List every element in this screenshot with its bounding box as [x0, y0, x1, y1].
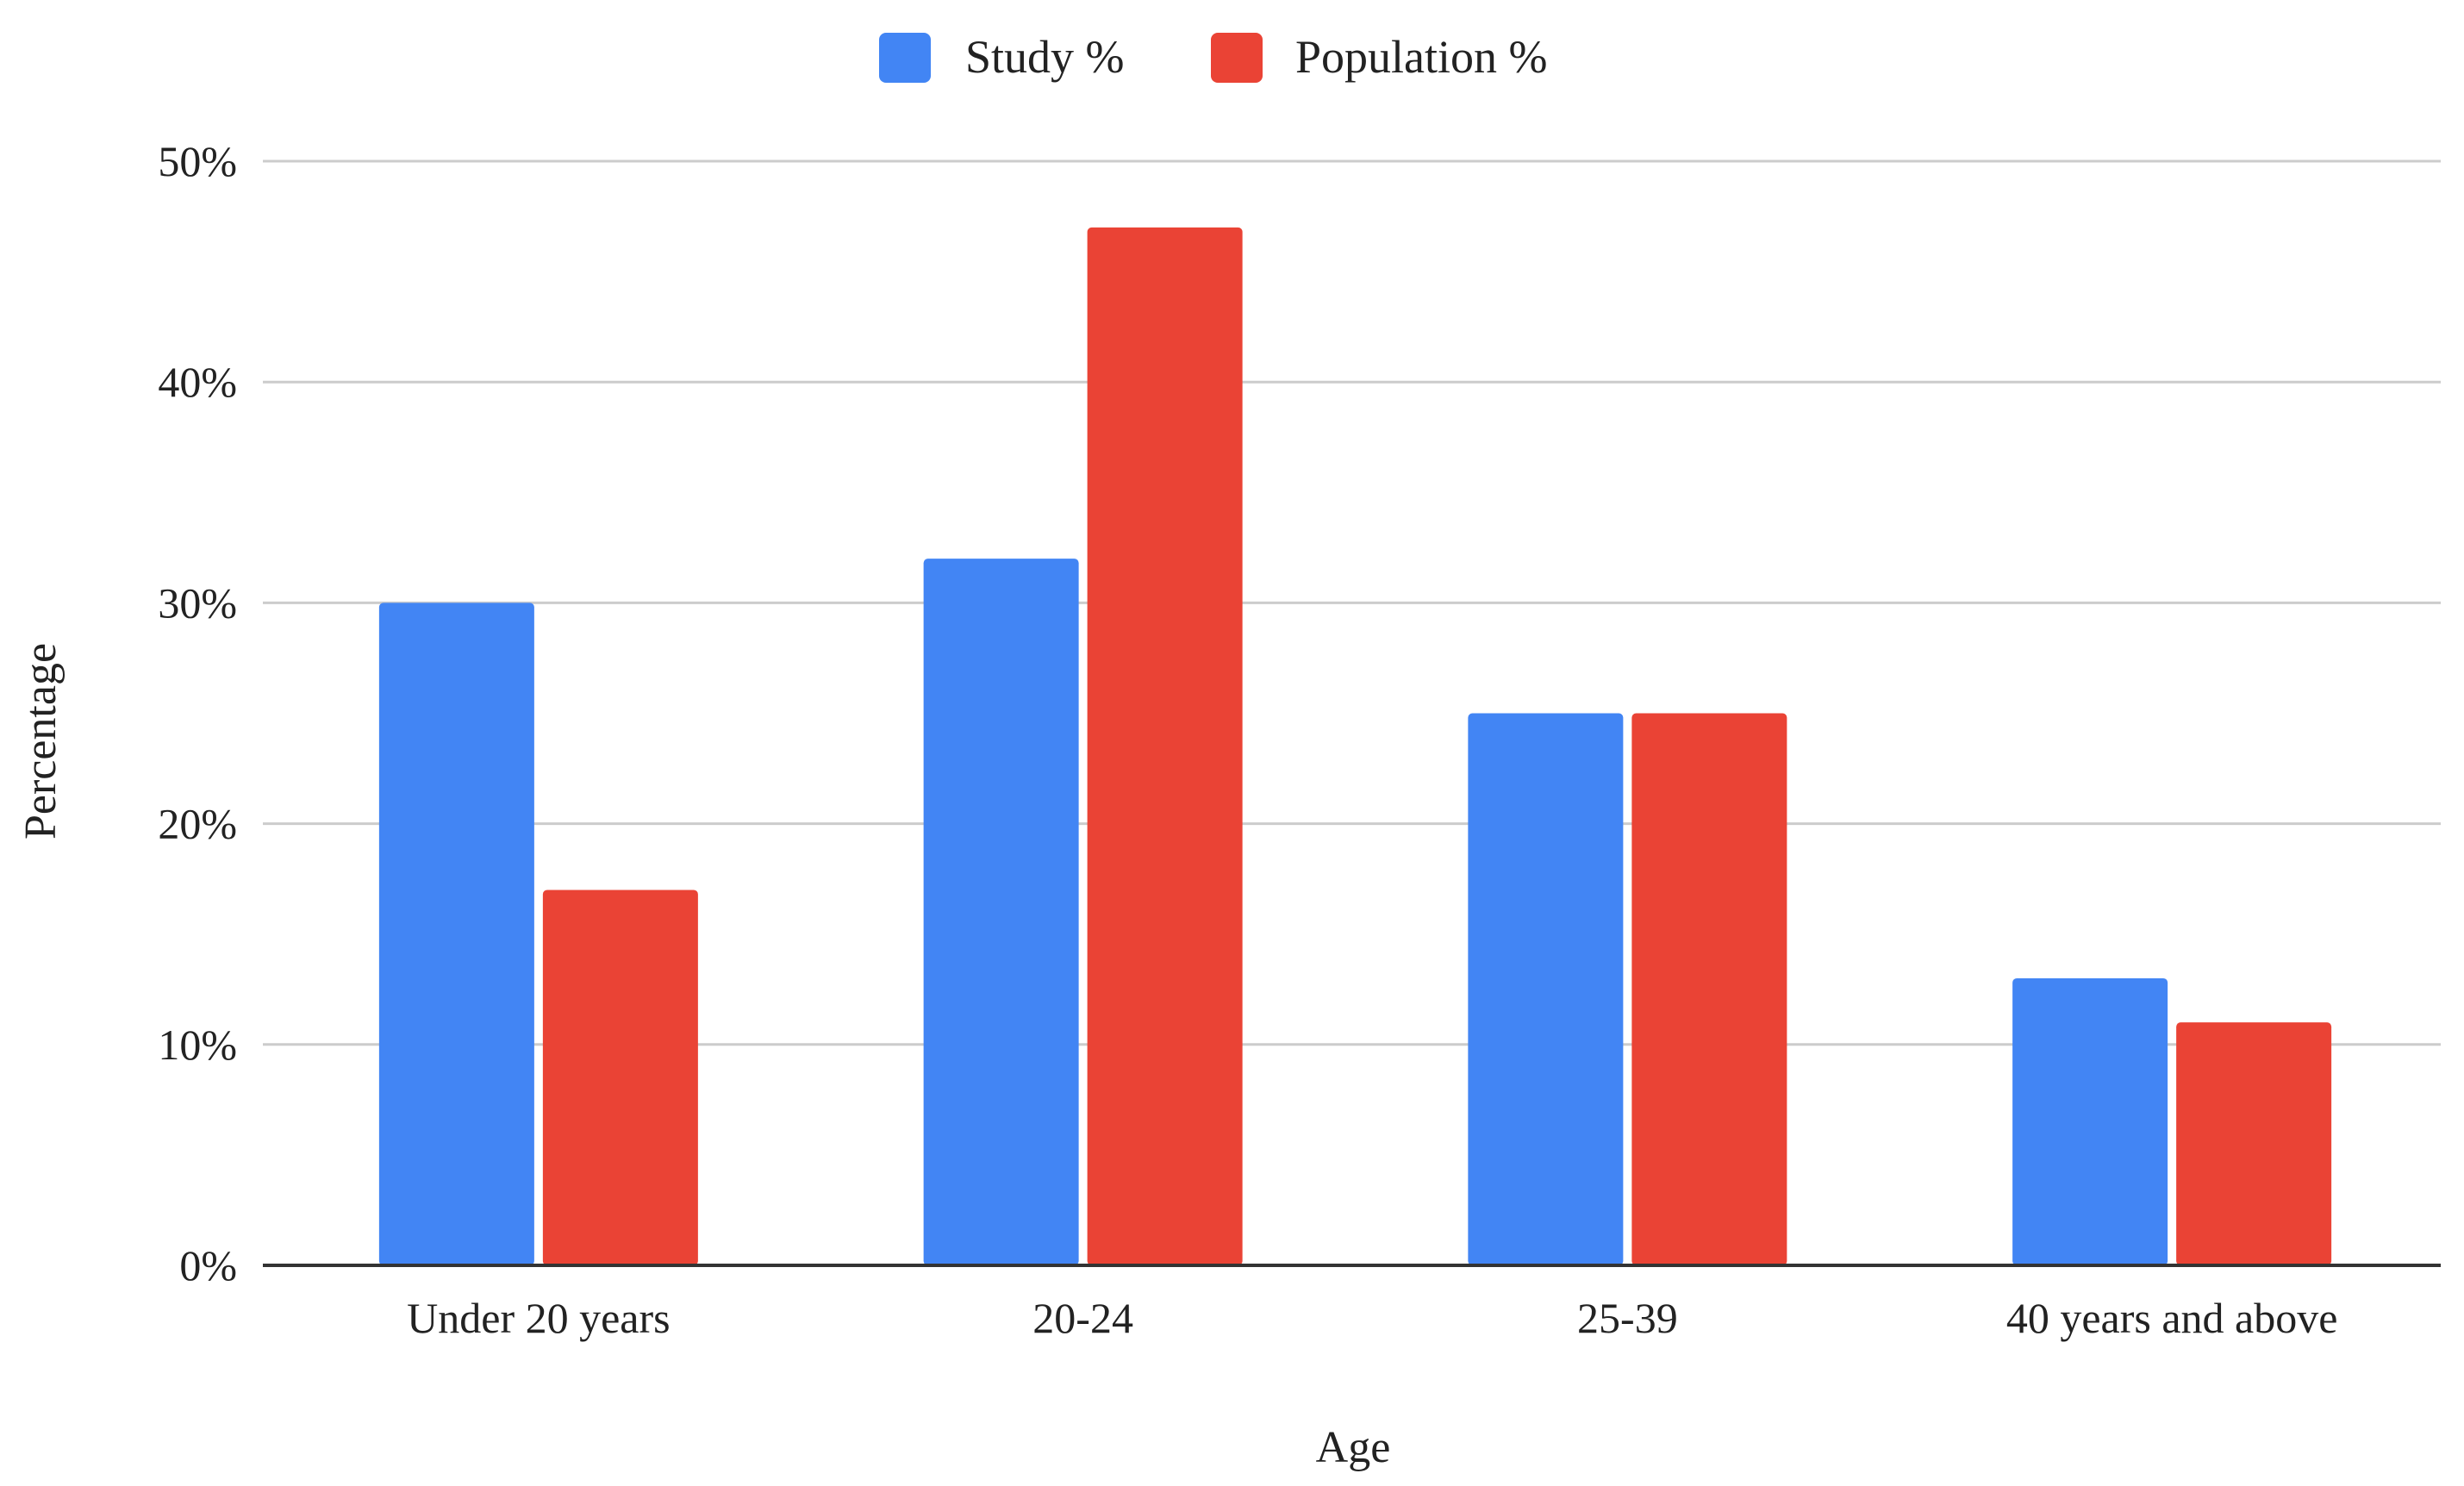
- legend-swatch: [879, 33, 931, 83]
- x-axis-title: Age: [1316, 1423, 1391, 1472]
- bar-study: [1468, 713, 1624, 1265]
- y-tick-label: 20%: [158, 800, 237, 848]
- x-axis-ticks: Under 20 years 20-24 25-39 40 years and abo…: [407, 1294, 2337, 1342]
- x-tick-label: 25-39: [1577, 1294, 1678, 1342]
- bar-study: [923, 559, 1079, 1265]
- legend-label: Population %: [1295, 31, 1548, 83]
- bar-study: [2012, 977, 2168, 1265]
- y-tick-label: 10%: [158, 1021, 237, 1069]
- bars: [378, 227, 2332, 1265]
- legend: Study % Population %: [879, 31, 1548, 83]
- x-tick-label: 40 years and above: [2006, 1294, 2338, 1342]
- bar-population: [1631, 713, 1787, 1265]
- bar-population: [1087, 227, 1243, 1265]
- legend-label: Study %: [965, 31, 1125, 83]
- bar-population: [542, 890, 698, 1265]
- y-tick-label: 0%: [179, 1241, 237, 1289]
- x-tick-label: Under 20 years: [407, 1294, 670, 1342]
- y-axis-ticks: 0% 10% 20% 30% 40% 50%: [158, 137, 237, 1289]
- y-tick-label: 40%: [158, 358, 237, 406]
- legend-swatch: [1211, 33, 1263, 83]
- bar-population: [2176, 1022, 2332, 1265]
- y-tick-label: 30%: [158, 578, 237, 627]
- y-axis-title: Percentage: [16, 643, 65, 840]
- bar-study: [378, 603, 534, 1265]
- x-tick-label: 20-24: [1032, 1294, 1133, 1342]
- y-tick-label: 50%: [158, 137, 237, 185]
